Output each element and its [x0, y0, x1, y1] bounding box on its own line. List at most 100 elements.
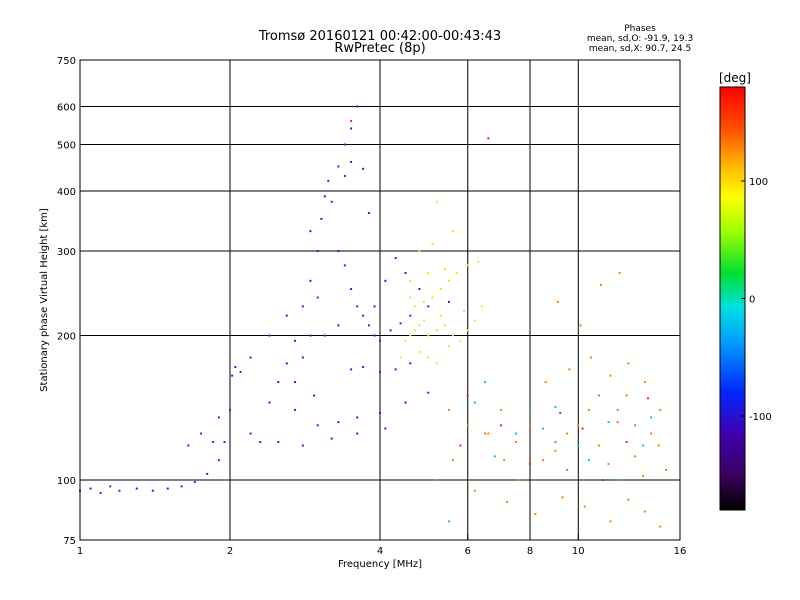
- data-point: [529, 408, 531, 411]
- y-tick-label: 300: [57, 247, 76, 258]
- data-point: [330, 200, 333, 203]
- y-axis-label: Stationary phase Virtual Height [km]: [39, 208, 50, 392]
- data-point: [646, 397, 649, 400]
- data-point: [625, 441, 628, 444]
- data-point: [418, 350, 421, 353]
- colorbar-tick-label: -100: [749, 412, 772, 423]
- data-point: [480, 305, 483, 308]
- data-point: [413, 305, 416, 308]
- data-point: [451, 334, 454, 337]
- data-point: [316, 296, 319, 299]
- data-point: [447, 345, 450, 348]
- data-point: [350, 160, 353, 163]
- data-point: [293, 408, 296, 411]
- data-point: [627, 362, 630, 365]
- data-point: [187, 444, 190, 447]
- data-point: [409, 279, 412, 282]
- y-tick-label: 600: [57, 103, 76, 114]
- data-point: [367, 324, 370, 327]
- data-point: [477, 260, 480, 263]
- data-point: [587, 408, 590, 411]
- data-point: [607, 421, 610, 424]
- x-tick-label: 10: [572, 546, 585, 557]
- data-point: [439, 288, 442, 291]
- data-point: [293, 381, 296, 384]
- data-point: [362, 167, 365, 170]
- data-point: [249, 432, 252, 435]
- data-point: [389, 329, 392, 332]
- data-point: [234, 365, 237, 368]
- data-point: [616, 421, 619, 424]
- data-point: [568, 368, 571, 371]
- data-point: [447, 279, 450, 282]
- data-point: [268, 334, 271, 337]
- data-point: [109, 485, 112, 488]
- data-point: [625, 394, 628, 397]
- data-point: [618, 271, 621, 274]
- data-point: [659, 525, 662, 528]
- data-point: [301, 356, 304, 359]
- x-tick-label: 8: [527, 546, 533, 557]
- stats-title: Phases: [624, 24, 656, 34]
- data-point: [409, 296, 412, 299]
- data-point: [301, 305, 304, 308]
- data-point: [609, 374, 612, 377]
- data-point: [320, 217, 323, 220]
- data-point: [554, 441, 557, 444]
- data-point: [337, 165, 340, 168]
- grid-lines: [79, 60, 681, 540]
- data-point: [212, 441, 215, 444]
- data-point: [293, 339, 296, 342]
- stats-o: mean, sd,O: -91.9, 19.3: [587, 34, 693, 44]
- data-point: [135, 487, 138, 490]
- data-point: [309, 279, 312, 282]
- data-point: [343, 143, 346, 146]
- data-point: [259, 441, 262, 444]
- chart-subtitle: RwPretec (8p): [334, 41, 425, 56]
- data-point: [447, 408, 450, 411]
- data-point: [435, 362, 438, 365]
- data-point: [356, 305, 359, 308]
- data-point: [427, 271, 430, 274]
- data-point: [517, 479, 520, 482]
- data-point: [447, 520, 450, 523]
- data-point: [384, 427, 387, 430]
- data-point: [443, 268, 446, 271]
- data-point: [217, 459, 220, 462]
- data-point: [642, 474, 645, 477]
- data-point: [487, 137, 490, 140]
- data-point: [643, 381, 646, 384]
- data-point: [587, 459, 590, 462]
- data-point: [373, 334, 376, 337]
- data-point: [559, 411, 562, 414]
- data-point: [435, 200, 438, 203]
- data-point: [523, 479, 526, 482]
- data-point: [379, 339, 381, 342]
- data-point: [554, 405, 557, 408]
- data-point: [579, 324, 582, 327]
- x-tick-label: 6: [465, 546, 471, 557]
- data-point: [435, 479, 438, 482]
- data-point: [439, 314, 442, 317]
- data-point: [409, 334, 412, 337]
- data-point: [500, 424, 503, 427]
- y-tick-label: 100: [57, 476, 76, 487]
- data-point: [217, 416, 220, 419]
- data-point: [309, 334, 312, 337]
- data-point: [473, 489, 476, 492]
- data-point: [634, 455, 637, 458]
- data-point: [577, 424, 580, 427]
- data-point: [166, 487, 169, 490]
- data-point: [399, 356, 402, 359]
- data-point: [379, 370, 381, 373]
- data-point: [515, 432, 518, 435]
- y-tick-label: 400: [57, 187, 76, 198]
- y-tick-label: 500: [57, 141, 76, 152]
- data-point: [534, 512, 537, 515]
- axis-ticks: 1 2 4 6 8 10 16 75 100 200 300 400 500 600 750: [57, 56, 686, 557]
- x-tick-label: 16: [674, 546, 687, 557]
- x-tick-label: 1: [77, 546, 83, 557]
- data-point: [379, 411, 381, 414]
- data-point: [89, 487, 92, 490]
